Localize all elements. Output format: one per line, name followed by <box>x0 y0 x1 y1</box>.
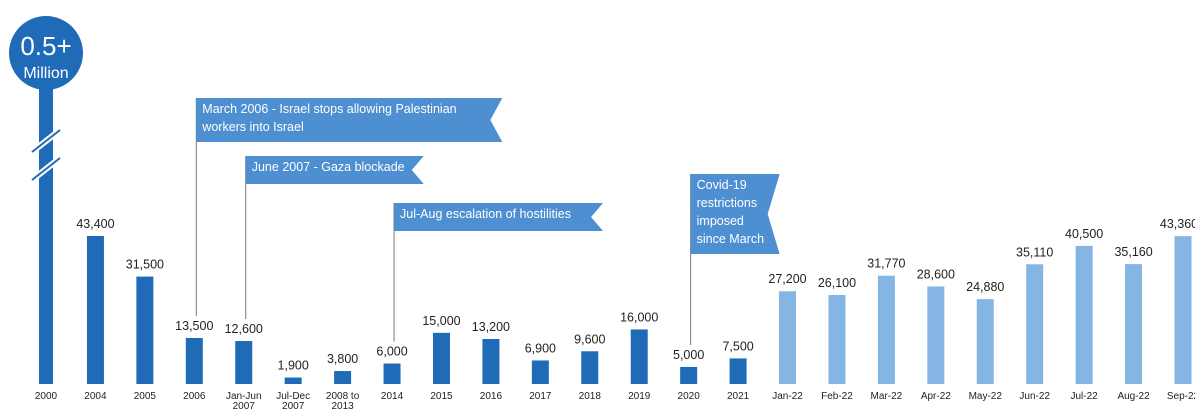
value-label: 7,500 <box>722 339 753 353</box>
bar <box>976 299 994 384</box>
bar <box>828 294 846 384</box>
annotation-text: workers into Israel <box>201 120 303 134</box>
value-label: 6,900 <box>525 341 556 355</box>
bar-2000 <box>39 55 53 384</box>
value-label: 31,500 <box>126 258 164 272</box>
x-tick-label: Jun-22 <box>1019 391 1050 402</box>
x-tick-label: 2007 <box>282 401 305 410</box>
bar <box>86 236 104 384</box>
bar <box>1174 236 1192 384</box>
annotations-layer: March 2006 - Israel stops allowing Pales… <box>195 98 780 345</box>
annotation-text: since March <box>697 232 764 246</box>
bar <box>927 286 945 384</box>
value-label: 6,000 <box>376 345 407 359</box>
bar <box>630 329 648 384</box>
x-tick-label: Apr-22 <box>921 391 951 402</box>
bar <box>581 351 599 384</box>
value-label: 28,600 <box>917 267 955 281</box>
top-marker-value: 0.5+ <box>20 31 71 61</box>
bar <box>729 358 747 384</box>
x-tick-label: 2005 <box>134 391 157 402</box>
annotation-text: June 2007 - Gaza blockade <box>252 160 405 174</box>
bars-layer <box>30 55 1192 384</box>
axis-break-line <box>31 157 61 181</box>
x-tick-label: 2004 <box>84 391 107 402</box>
annotation-text: Covid-19 <box>697 178 747 192</box>
x-tick-label: 2019 <box>628 391 651 402</box>
value-label: 24,880 <box>966 280 1004 294</box>
value-label: 43,400 <box>76 217 114 231</box>
value-label: 12,600 <box>225 322 263 336</box>
x-tick-label: 2007 <box>233 401 256 410</box>
x-tick-label: Jan-22 <box>772 391 803 402</box>
annotation-text: imposed <box>697 214 744 228</box>
value-label: 43,360 <box>1160 217 1195 231</box>
x-tick-label: Mar-22 <box>871 391 903 402</box>
bar <box>136 276 154 384</box>
value-label: 1,900 <box>278 359 309 373</box>
bar <box>432 332 450 384</box>
value-label: 13,200 <box>472 320 510 334</box>
value-label: 15,000 <box>422 314 460 328</box>
x-tick-label: Feb-22 <box>821 391 853 402</box>
value-label: 5,000 <box>673 348 704 362</box>
top-marker-circle <box>9 16 83 90</box>
value-label: 31,770 <box>867 257 905 271</box>
x-tick-label: Sep-22 <box>1167 391 1195 402</box>
x-tick-label: 2021 <box>727 391 750 402</box>
top-marker-unit: Million <box>23 65 68 82</box>
annotation-text: Jul-Aug escalation of hostilities <box>400 207 571 221</box>
annotation-flag <box>245 156 424 184</box>
x-tick-label: 2008 to <box>326 391 360 402</box>
bar <box>334 371 352 384</box>
bar <box>1125 264 1143 384</box>
x-tick-label: Jan-Jun <box>226 391 262 402</box>
annotation-flag <box>394 203 604 231</box>
x-tick-label: Jul-22 <box>1071 391 1099 402</box>
bar <box>531 360 549 384</box>
top-marker-layer: 0.5+ Million <box>9 16 83 90</box>
annotation-flag <box>690 174 780 254</box>
x-tick-labels-layer: 2000 2004 2005 2006 Jan-Jun2007Jul-Dec200720… <box>35 391 1195 410</box>
x-tick-label: 2017 <box>529 391 552 402</box>
x-tick-label: 2006 <box>183 391 206 402</box>
value-label: 16,000 <box>620 310 658 324</box>
bar <box>680 366 698 384</box>
bar <box>482 338 500 384</box>
bar <box>284 377 302 384</box>
value-label: 40,500 <box>1065 227 1103 241</box>
x-tick-label: 2000 <box>35 391 58 402</box>
value-label: 13,500 <box>175 319 213 333</box>
bar <box>185 337 203 384</box>
x-tick-label: May-22 <box>969 391 1003 402</box>
x-tick-label: 2013 <box>331 401 354 410</box>
value-label: 35,110 <box>1016 245 1053 259</box>
bar <box>235 341 253 384</box>
x-tick-label: 2014 <box>381 391 404 402</box>
x-tick-label: Aug-22 <box>1117 391 1150 402</box>
axis-break-line <box>31 129 61 153</box>
x-tick-label: Jul-Dec <box>276 391 310 402</box>
value-labels-layer: 43,400 31,500 13,500 12,600 1,900 3,800 6,000 1… <box>76 217 1195 373</box>
annotation-text: restrictions <box>697 196 757 210</box>
bar <box>1075 245 1093 384</box>
value-label: 27,200 <box>768 272 806 286</box>
x-tick-label: 2018 <box>579 391 602 402</box>
x-tick-label: 2015 <box>430 391 453 402</box>
bar <box>877 275 895 384</box>
bar <box>1026 264 1044 384</box>
annotation-text: March 2006 - Israel stops allowing Pales… <box>202 102 456 116</box>
value-label: 26,100 <box>818 276 856 290</box>
value-label: 3,800 <box>327 352 358 366</box>
value-label: 9,600 <box>574 332 605 346</box>
value-label: 35,160 <box>1114 245 1152 259</box>
bar <box>383 363 401 384</box>
x-tick-label: 2020 <box>678 391 701 402</box>
x-tick-label: 2016 <box>480 391 503 402</box>
bar <box>779 291 797 384</box>
annotation-flag <box>196 98 503 142</box>
